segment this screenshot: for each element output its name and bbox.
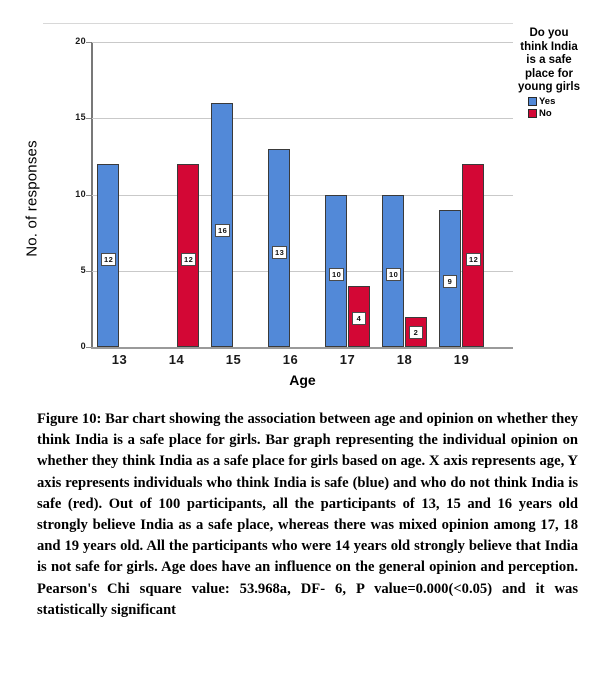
legend: Do you think India is a safe place for y… (516, 27, 594, 119)
legend-entry-no: No (528, 107, 594, 119)
bar-value-label-age-19-no: 12 (466, 253, 482, 267)
bar-value-label-age-18-no: 2 (409, 326, 423, 340)
figure-chart-region: 0 5 10 15 20 12 12 16 13 10 4 10 2 9 12 13 14 15 16 17 18 1… (23, 23, 594, 388)
x-tick-label-15: 15 (225, 352, 242, 367)
x-tick-label-19: 19 (453, 352, 470, 367)
y-tick-label: 10 (75, 188, 86, 199)
y-tick-5: 5 (60, 265, 86, 277)
x-tick-label-17: 17 (339, 352, 356, 367)
x-axis-line (91, 347, 513, 349)
y-tick-mark-5 (86, 270, 91, 272)
x-axis-title: Age (289, 372, 316, 388)
bar-value-label-age-17-no: 4 (352, 311, 366, 325)
y-tick-15: 15 (60, 112, 86, 124)
y-tick-mark-10 (86, 194, 91, 196)
bar-value-label-age-19-yes: 9 (443, 275, 457, 289)
y-tick-20: 20 (60, 36, 86, 48)
legend-entries-group: Yes No (516, 95, 594, 119)
legend-swatch-yes (528, 97, 537, 106)
bar-value-label-age-14-no: 12 (181, 253, 197, 267)
y-tick-mark-15 (86, 118, 91, 120)
legend-entry-yes: Yes (528, 95, 594, 107)
gridline-15 (92, 118, 513, 120)
y-axis-title: No. of responses (23, 140, 41, 257)
y-tick-mark-0 (86, 347, 91, 348)
bar-value-label-age-13-yes: 12 (101, 253, 117, 267)
gridline-5 (92, 270, 513, 272)
y-tick-label: 0 (80, 341, 86, 351)
y-tick-mark-20 (86, 42, 91, 43)
x-tick-label-18: 18 (396, 352, 413, 367)
x-tick-label-14: 14 (168, 352, 185, 367)
plot-area: 0 5 10 15 20 12 12 16 13 10 4 10 2 9 12 13 14 15 16 17 18 1… (60, 36, 513, 367)
legend-label-yes: Yes (539, 95, 556, 107)
bar-value-label-age-15-yes: 16 (215, 223, 231, 237)
y-axis-line (91, 42, 93, 348)
bar-value-label-age-17-yes: 10 (329, 267, 345, 281)
bar-value-label-age-18-yes: 10 (386, 267, 402, 281)
x-tick-label-16: 16 (282, 352, 299, 367)
gridline-10 (92, 194, 513, 196)
legend-swatch-no (528, 109, 537, 118)
y-tick-0: 0 (60, 341, 86, 353)
y-tick-label: 5 (80, 264, 86, 275)
bar-value-label-age-16-yes: 13 (272, 245, 288, 259)
legend-label-no: No (539, 107, 552, 119)
y-tick-label: 20 (75, 36, 86, 46)
y-tick-10: 10 (60, 189, 86, 201)
figure-caption: Figure 10: Bar chart showing the associa… (37, 411, 578, 618)
y-tick-label: 15 (75, 112, 86, 123)
gridline-20 (92, 42, 513, 43)
top-rule-divider (43, 23, 513, 24)
x-tick-label-13: 13 (111, 352, 128, 367)
legend-title: Do you think India is a safe place for y… (518, 27, 580, 93)
